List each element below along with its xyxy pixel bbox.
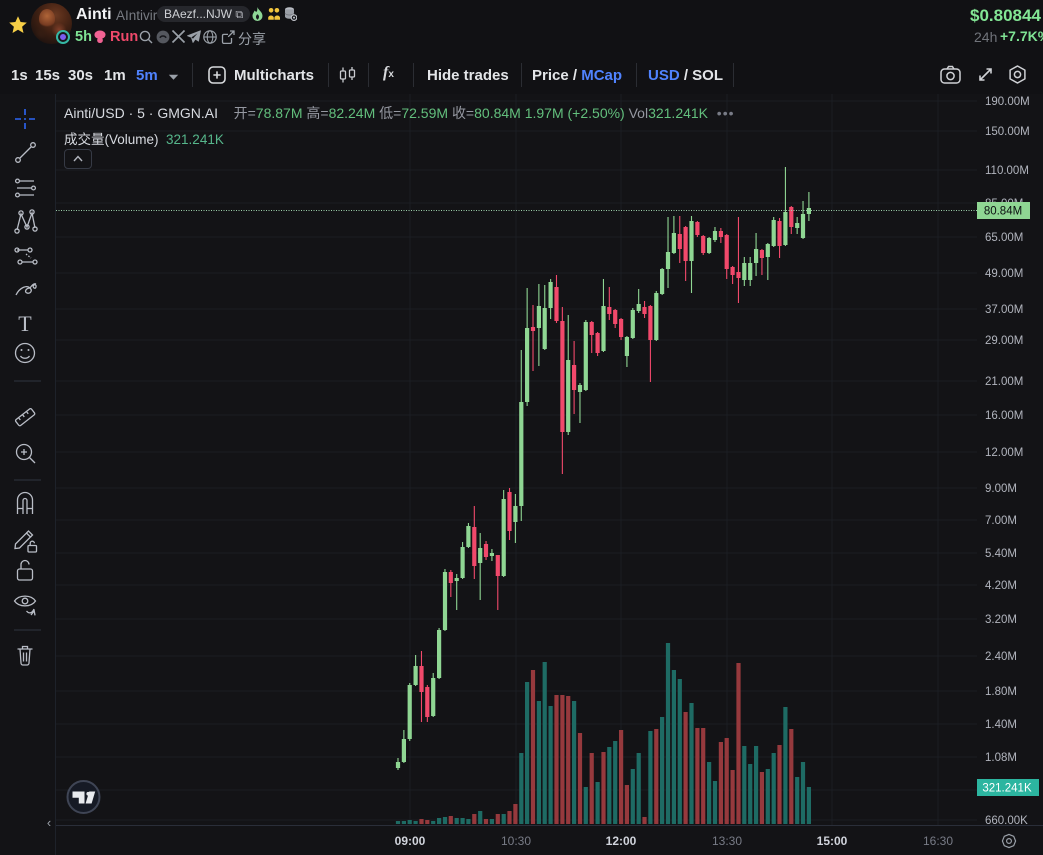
svg-text:12.00M: 12.00M bbox=[985, 447, 1023, 459]
svg-text:4.20M: 4.20M bbox=[985, 580, 1017, 592]
svg-text:37.00M: 37.00M bbox=[985, 304, 1023, 316]
svg-text:1.08M: 1.08M bbox=[985, 752, 1017, 764]
svg-text:65.00M: 65.00M bbox=[985, 232, 1023, 244]
svg-text:16.00M: 16.00M bbox=[985, 410, 1023, 422]
svg-text:150.00M: 150.00M bbox=[985, 126, 1030, 138]
svg-text:7.00M: 7.00M bbox=[985, 515, 1017, 527]
svg-text:1.40M: 1.40M bbox=[985, 719, 1017, 731]
svg-text:321.241K: 321.241K bbox=[982, 783, 1032, 795]
svg-text:10:30: 10:30 bbox=[501, 834, 531, 848]
svg-text:1.80M: 1.80M bbox=[985, 686, 1017, 698]
svg-text:12:00: 12:00 bbox=[606, 834, 637, 848]
svg-text:49.00M: 49.00M bbox=[985, 268, 1023, 280]
svg-text:09:00: 09:00 bbox=[395, 834, 426, 848]
svg-text:3.20M: 3.20M bbox=[985, 614, 1017, 626]
svg-text:80.84M: 80.84M bbox=[984, 206, 1022, 218]
svg-text:16:30: 16:30 bbox=[923, 834, 953, 848]
svg-text:13:30: 13:30 bbox=[712, 834, 742, 848]
svg-text:190.00M: 190.00M bbox=[985, 96, 1030, 108]
svg-text:5.40M: 5.40M bbox=[985, 548, 1017, 560]
svg-text:660.00K: 660.00K bbox=[985, 815, 1028, 827]
svg-text:2.40M: 2.40M bbox=[985, 651, 1017, 663]
svg-text:21.00M: 21.00M bbox=[985, 376, 1023, 388]
svg-text:‹: ‹ bbox=[47, 815, 51, 830]
svg-text:9.00M: 9.00M bbox=[985, 483, 1017, 495]
svg-text:110.00M: 110.00M bbox=[985, 165, 1029, 177]
svg-text:T: T bbox=[18, 311, 32, 336]
svg-text:15:00: 15:00 bbox=[817, 834, 848, 848]
svg-text:29.00M: 29.00M bbox=[985, 335, 1023, 347]
